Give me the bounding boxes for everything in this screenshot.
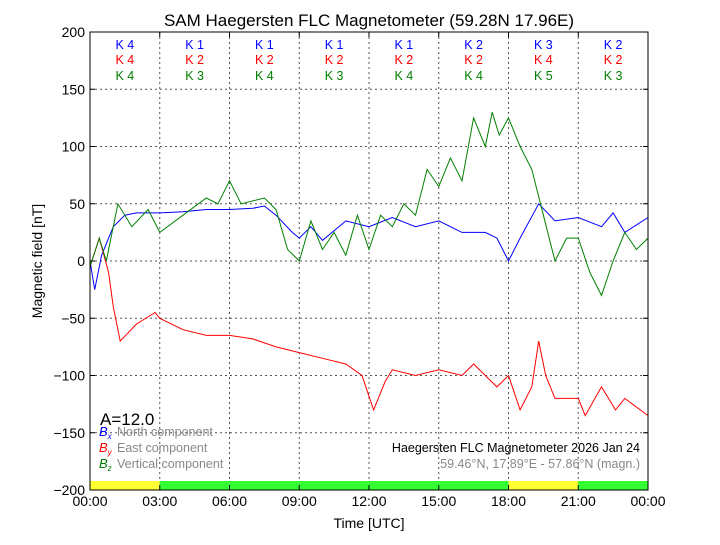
x-tick-label: 09:00 (282, 493, 317, 509)
k-index-east: K 2 (185, 53, 204, 67)
x-tick-label: 12:00 (351, 493, 386, 509)
k-index-east: K 2 (604, 53, 623, 67)
k-index-north: K 4 (115, 38, 134, 52)
activity-bar-segment (90, 481, 160, 490)
k-index-vertical: K 3 (604, 69, 623, 83)
x-tick-label: 03:00 (142, 493, 177, 509)
y-tick-label: 50 (69, 196, 85, 212)
k-index-north: K 2 (464, 38, 483, 52)
k-index-north: K 3 (534, 38, 553, 52)
y-tick-label: −100 (53, 368, 85, 384)
x-tick-label: 21:00 (561, 493, 596, 509)
k-index-east: K 4 (115, 53, 134, 67)
x-tick-label: 00:00 (630, 493, 665, 509)
k-index-vertical: K 4 (464, 69, 483, 83)
legend-symbol-y: By (99, 440, 113, 457)
chart-title: SAM Haegersten FLC Magnetometer (59.28N … (164, 11, 574, 30)
y-tick-label: −200 (53, 482, 85, 498)
station-annotation: Haegersten FLC Magnetometer 2026 Jan 24 (392, 441, 640, 455)
activity-bar-segment (508, 481, 579, 490)
k-index-vertical: K 4 (394, 69, 413, 83)
y-tick-label: 100 (62, 139, 86, 155)
k-index-north: K 1 (255, 38, 274, 52)
legend-label-z: Vertical component (117, 457, 224, 471)
x-tick-label: 00:00 (72, 493, 107, 509)
x-axis-label: Time [UTC] (333, 515, 404, 531)
y-tick-label: 150 (62, 81, 86, 97)
k-index-north: K 1 (325, 38, 344, 52)
k-index-vertical: K 5 (534, 69, 553, 83)
y-tick-label: −50 (61, 310, 85, 326)
k-index-north: K 1 (394, 38, 413, 52)
k-index-vertical: K 3 (325, 69, 344, 83)
k-index-vertical: K 4 (115, 69, 134, 83)
k-index-vertical: K 4 (255, 69, 274, 83)
coords-annotation: 59.46°N, 17.89°E - 57.86°N (magn.) (440, 457, 640, 471)
series-line-z (89, 112, 649, 297)
activity-bar-segment (578, 481, 648, 490)
legend-label-y: East component (117, 441, 208, 455)
k-index-east: K 2 (325, 53, 344, 67)
series-line-y (89, 236, 649, 417)
y-tick-label: −150 (53, 425, 85, 441)
k-index-east: K 2 (255, 53, 274, 67)
y-tick-label: 0 (77, 253, 85, 269)
legend-label-x: North component (117, 425, 213, 439)
k-index-north: K 1 (185, 38, 204, 52)
series-line-x (89, 202, 649, 290)
k-index-east: K 2 (464, 53, 483, 67)
y-axis-label: Magnetic field [nT] (29, 204, 45, 318)
y-tick-label: 200 (62, 24, 86, 40)
x-tick-label: 18:00 (491, 493, 526, 509)
x-tick-label: 15:00 (421, 493, 456, 509)
k-index-north: K 2 (604, 38, 623, 52)
activity-bar-segment (159, 481, 509, 490)
k-index-vertical: K 3 (185, 69, 204, 83)
a-index: A=12.0 (100, 410, 154, 429)
legend-symbol-z: Bz (99, 456, 112, 473)
k-index-east: K 4 (534, 53, 553, 67)
x-tick-label: 06:00 (212, 493, 247, 509)
plot-frame (89, 31, 649, 491)
k-index-east: K 2 (394, 53, 413, 67)
